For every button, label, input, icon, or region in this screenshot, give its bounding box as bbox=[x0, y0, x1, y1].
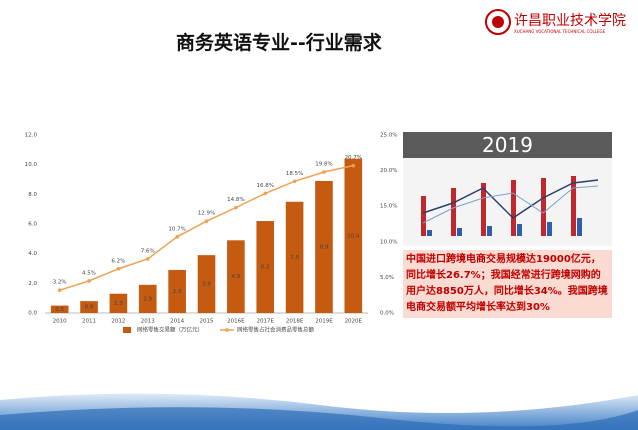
bar bbox=[227, 240, 245, 313]
y-tick-label: 12.0 bbox=[25, 133, 38, 139]
bar bbox=[168, 269, 186, 313]
x-tick-label: 2018E bbox=[286, 319, 304, 325]
x-tick-label: 2017E bbox=[256, 319, 274, 325]
panel-chart-image bbox=[403, 158, 612, 246]
line-point bbox=[57, 288, 62, 293]
x-tick-label: 2015 bbox=[200, 319, 214, 325]
line-point bbox=[234, 205, 238, 210]
x-tick-label: 2016E bbox=[227, 319, 245, 325]
bar bbox=[315, 180, 333, 313]
y-tick-label: 8.0 bbox=[28, 192, 37, 198]
bar bbox=[80, 301, 98, 313]
legend-label: 网络零售交易额（万亿元） bbox=[137, 326, 203, 334]
chart: 0.0 2.0 4.0 6.0 8.0 10.0 12.0 0.0% 5.0% 10.0% 15.0… bbox=[25, 133, 398, 334]
bar-value-label: 0.5 bbox=[55, 307, 64, 313]
bar bbox=[50, 305, 69, 313]
bar-value-label: 8.9 bbox=[320, 244, 329, 250]
bar-value-label: 4.9 bbox=[231, 274, 240, 280]
line-point bbox=[351, 163, 356, 168]
x-tick-label: 2014 bbox=[170, 319, 184, 325]
line-value-label: 14.8% bbox=[227, 197, 244, 203]
y-tick-label: 6.0 bbox=[28, 222, 37, 228]
y-tick-label: 10.0 bbox=[25, 162, 38, 168]
slide-title: 商务英语专业--行业需求 bbox=[176, 32, 382, 54]
bar-value-label: 1.9 bbox=[143, 296, 152, 302]
line-value-label: 12.9% bbox=[198, 211, 215, 217]
line-value-label: 6.2% bbox=[111, 258, 125, 264]
x-tick-label: 2019E bbox=[315, 319, 333, 325]
line-value-label: 18.5% bbox=[286, 171, 303, 177]
logo-english: XUCHANG VOCATIONAL TECHNICAL COLLEGE bbox=[514, 29, 606, 34]
legend-swatch bbox=[225, 328, 229, 332]
y-tick-label: 2.0 bbox=[28, 281, 37, 287]
line-value-label: 7.6% bbox=[141, 248, 155, 254]
bar-value-label: 3.9 bbox=[202, 282, 211, 288]
bar bbox=[344, 158, 363, 313]
logo-name: 许昌职业技术学院 bbox=[514, 13, 626, 29]
line-point bbox=[263, 191, 268, 196]
bar bbox=[197, 255, 216, 313]
line-value-label: 19.8% bbox=[315, 162, 332, 168]
y2-tick-label: 10.0% bbox=[380, 239, 397, 245]
bar bbox=[285, 201, 304, 313]
y-tick-label: 0.0 bbox=[28, 311, 37, 317]
panel-year: 2019 bbox=[403, 132, 612, 158]
line-point bbox=[292, 179, 297, 184]
legend-label: 网络零售占社会消费品零售总额 bbox=[237, 326, 315, 334]
x-tick-label: 2020E bbox=[345, 319, 363, 325]
y2-tick-label: 20.0% bbox=[380, 168, 397, 174]
bar bbox=[256, 221, 275, 313]
panel-text: 中国进口跨境电商交易规模达19000亿元，同比增长26.7%；我国经常进行跨境网… bbox=[403, 250, 612, 318]
line-value-label: 16.8% bbox=[256, 183, 273, 189]
x-tick-label: 2010 bbox=[53, 319, 67, 325]
x-tick-label: 2013 bbox=[141, 319, 155, 325]
bar-value-label: 2.9 bbox=[173, 289, 182, 295]
line-point bbox=[145, 257, 150, 261]
x-tick-label: 2012 bbox=[111, 319, 125, 325]
line-point bbox=[87, 279, 91, 283]
line-value-label: 4.5% bbox=[82, 270, 96, 276]
y2-tick-label: 25.0% bbox=[380, 133, 397, 139]
bar-value-label: 0.8 bbox=[85, 305, 94, 311]
y2-tick-label: 0.0% bbox=[380, 311, 394, 317]
line-point bbox=[116, 267, 121, 271]
bar bbox=[138, 284, 157, 313]
y2-tick-label: 15.0% bbox=[380, 204, 397, 210]
bar-value-label: 1.3 bbox=[114, 301, 123, 307]
line-value-label: 20.7% bbox=[345, 155, 362, 161]
line-point bbox=[322, 170, 326, 174]
bar-value-label: 6.2 bbox=[261, 265, 270, 271]
bar-value-label: 10.4 bbox=[347, 233, 360, 239]
legend-swatch bbox=[123, 327, 131, 333]
line-point bbox=[204, 219, 209, 223]
line-value-label: 10.7% bbox=[168, 226, 185, 232]
line-point bbox=[175, 235, 179, 239]
x-tick-label: 2011 bbox=[82, 319, 96, 325]
y2-tick-label: 5.0% bbox=[380, 275, 394, 281]
line-value-label: 3.2% bbox=[53, 280, 67, 286]
y-tick-label: 4.0 bbox=[28, 251, 37, 257]
bar bbox=[109, 293, 128, 313]
bar-value-label: 7.5 bbox=[290, 255, 299, 261]
